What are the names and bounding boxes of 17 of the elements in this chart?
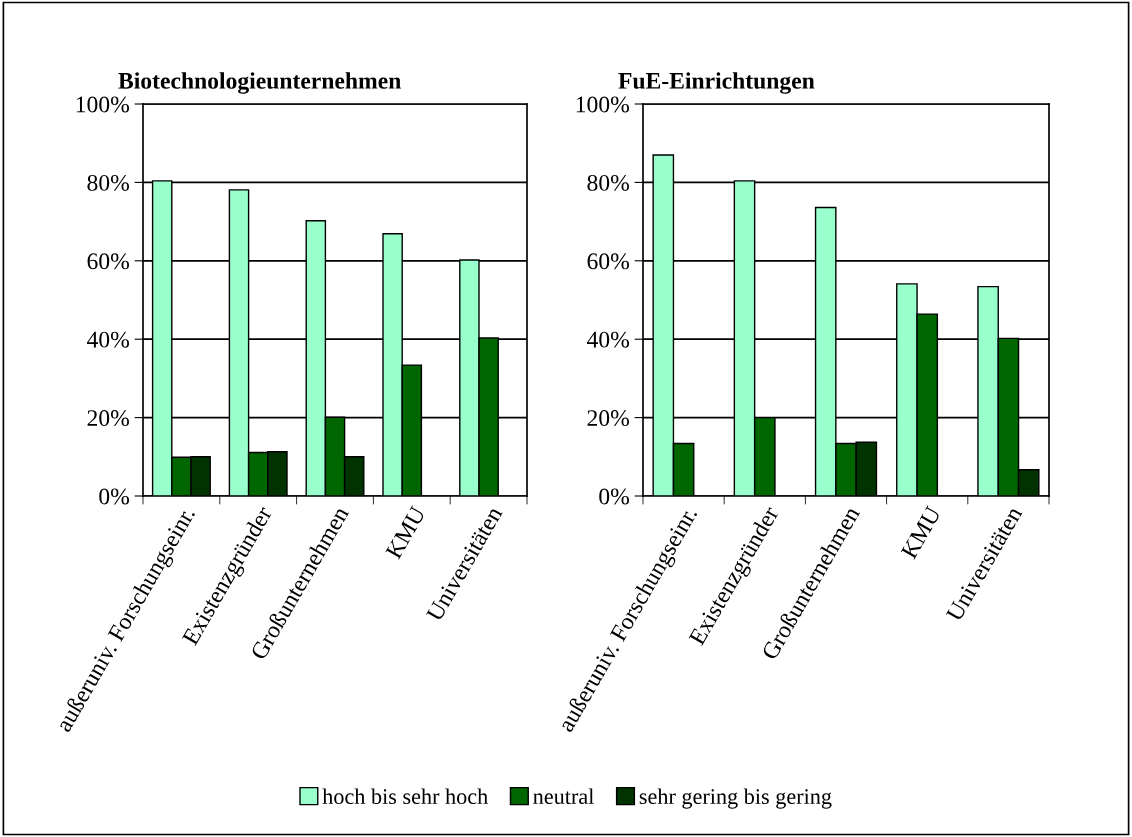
chart-title: Biotechnologieunternehmen xyxy=(118,72,401,94)
legend-label: sehr gering bis gering xyxy=(639,788,832,809)
y-tick-label: 60% xyxy=(87,253,129,270)
y-tick-label: 100% xyxy=(576,96,629,113)
y-tick-label: 80% xyxy=(587,174,629,191)
legend-label: hoch bis sehr hoch xyxy=(322,788,488,805)
y-tick-label: 100% xyxy=(76,96,129,113)
y-tick-label: 20% xyxy=(587,410,629,427)
y-tick-label: 60% xyxy=(587,253,629,270)
chart-title: FuE-Einrichtungen xyxy=(618,72,815,94)
y-tick-label: 20% xyxy=(87,410,129,427)
legend-label: neutral xyxy=(533,788,594,805)
y-tick-label: 40% xyxy=(86,331,129,348)
y-tick-label: 0% xyxy=(599,488,629,505)
y-tick-label: 0% xyxy=(99,488,129,505)
y-tick-label: 40% xyxy=(586,331,629,348)
y-tick-label: 80% xyxy=(87,174,129,191)
